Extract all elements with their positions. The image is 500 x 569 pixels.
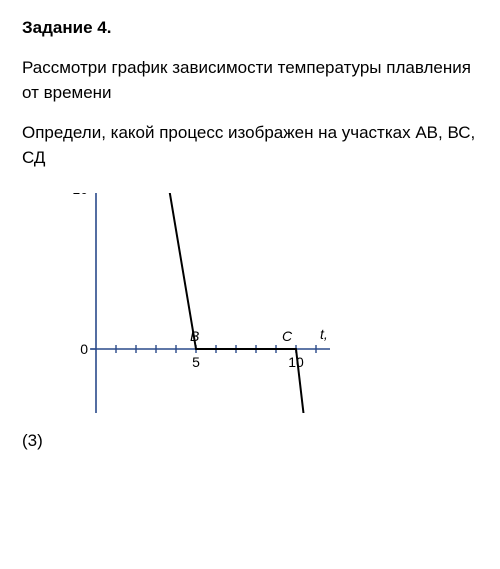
svg-text:t, мин: t, мин xyxy=(320,326,330,342)
temperature-chart: -20-1001020304050510t, °Ct, минABCD xyxy=(30,193,330,413)
svg-text:10: 10 xyxy=(72,193,88,197)
svg-text:0: 0 xyxy=(80,341,88,357)
svg-text:5: 5 xyxy=(192,354,200,370)
svg-text:B: B xyxy=(190,328,199,344)
chart-container: -20-1001020304050510t, °Ct, минABCD xyxy=(22,187,478,427)
task-paragraph-2: Определи, какой процесс изображен на уча… xyxy=(22,121,478,170)
task-title: Задание 4. xyxy=(22,18,478,38)
task-paragraph-1: Рассмотри график зависимости температуры… xyxy=(22,56,478,105)
points-marker: (3) xyxy=(22,431,478,451)
svg-text:C: C xyxy=(282,328,293,344)
